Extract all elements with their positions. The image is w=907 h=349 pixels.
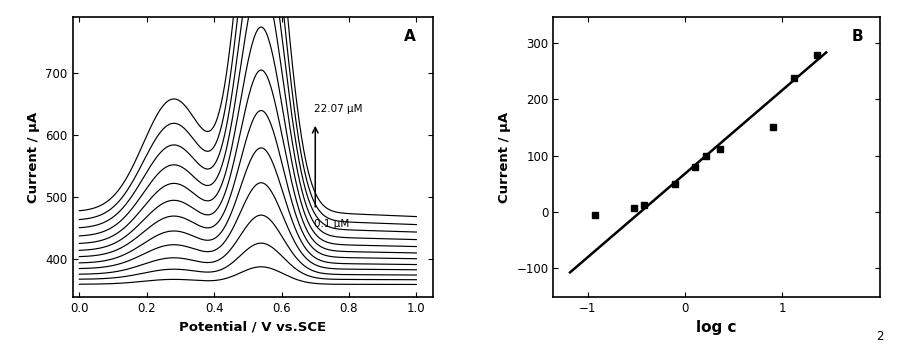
- X-axis label: Potential / V vs.SCE: Potential / V vs.SCE: [180, 320, 327, 333]
- Text: B: B: [852, 29, 863, 44]
- Text: 0.1 μM: 0.1 μM: [314, 219, 349, 229]
- Text: 22.07 μM: 22.07 μM: [314, 104, 362, 114]
- Text: A: A: [404, 29, 415, 44]
- X-axis label: log c: log c: [697, 320, 736, 335]
- Text: 2: 2: [876, 330, 883, 343]
- Y-axis label: Current / μA: Current / μA: [498, 111, 511, 203]
- Y-axis label: Current / μA: Current / μA: [27, 111, 40, 203]
